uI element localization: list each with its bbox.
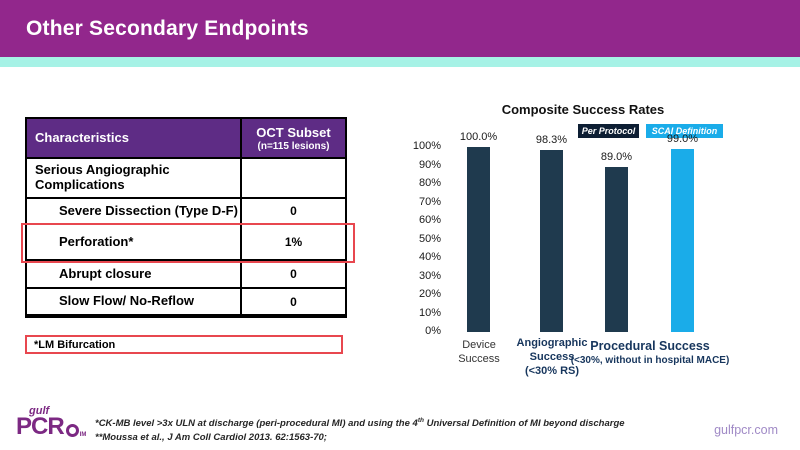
lm-bifurcation-note: *LM Bifurcation bbox=[34, 338, 116, 351]
x-axis-label-line: (<30%, without in hospital MACE) bbox=[570, 354, 730, 366]
y-axis-tick-label: 50% bbox=[418, 232, 441, 245]
chart-title: Composite Success Rates bbox=[501, 102, 665, 117]
legend-item: Per Protocol bbox=[578, 124, 639, 138]
y-axis-tick-label: 60% bbox=[418, 214, 441, 226]
bar bbox=[467, 147, 490, 332]
row-value: 0 bbox=[240, 261, 345, 287]
y-axis-tick-label: 100% bbox=[412, 140, 441, 152]
row-value: 0 bbox=[240, 199, 345, 223]
y-axis-tick-label: 80% bbox=[418, 177, 441, 189]
x-axis-label: Procedural Success (<30%, without in hosp… bbox=[534, 339, 766, 367]
teal-divider bbox=[0, 57, 800, 67]
row-value bbox=[240, 159, 345, 197]
x-axis-label-line: Success bbox=[529, 350, 575, 363]
x-axis-label-line: Success bbox=[458, 352, 500, 365]
bar-value-label: 100.0% bbox=[459, 131, 498, 143]
table-row-highlighted: Perforation* 1% bbox=[27, 225, 345, 261]
x-axis-label-line: Procedural Success bbox=[590, 339, 710, 353]
row-label: Serious Angiographic Complications bbox=[35, 162, 170, 192]
row-label: Severe Dissection (Type D-F) bbox=[59, 202, 238, 218]
x-axis-label: Device Success bbox=[433, 339, 525, 367]
x-axis-label-line: Angiographic bbox=[516, 337, 588, 349]
website-link: gulfpcr.com bbox=[714, 423, 778, 437]
footnote-line-2: **Moussa et al., J Am Coll Cardiol 2013.… bbox=[95, 431, 327, 443]
complications-table: Characteristics OCT Subset (n=115 lesion… bbox=[21, 117, 355, 318]
bar-value-label: 89.0% bbox=[600, 151, 633, 164]
y-axis-tick-label: 70% bbox=[418, 195, 441, 208]
y-axis-tick-label: 30% bbox=[418, 269, 441, 282]
bar bbox=[540, 150, 563, 332]
logo-pcr-text: PCR bbox=[16, 413, 65, 440]
bar-value-label: 98.3% bbox=[535, 134, 568, 147]
composite-success-chart: Composite Success Rates Per Protocol SCAI… bbox=[393, 98, 795, 398]
y-axis-tick-label: 40% bbox=[418, 251, 441, 263]
row-label: Perforation* bbox=[59, 233, 134, 249]
row-label: Abrupt closure bbox=[59, 265, 152, 281]
x-axis-label: Angiographic Success (<30% RS) bbox=[496, 337, 608, 378]
row-value: 0 bbox=[240, 289, 345, 314]
table-row: Slow Flow/ No-Reflow 0 bbox=[27, 289, 345, 316]
footnotes: *CK-MB level >3x ULN at discharge (peri-… bbox=[95, 416, 675, 445]
bar bbox=[605, 167, 628, 332]
bar bbox=[671, 148, 694, 332]
table-header-characteristics: Characteristics bbox=[35, 129, 129, 145]
gulf-pcr-logo: gulf PCR IM bbox=[16, 405, 91, 440]
table-header-oct-subset-n: (n=115 lesions) bbox=[257, 140, 330, 152]
legend-item: SCAI Definition bbox=[646, 124, 723, 138]
footnote-line-1: *CK-MB level >3x ULN at discharge (peri-… bbox=[95, 417, 625, 430]
row-value: 1% bbox=[240, 225, 345, 259]
x-axis-label-line: (<30% RS) bbox=[524, 364, 580, 377]
y-axis-tick-label: 20% bbox=[418, 288, 441, 300]
bar-value-label: 99.0% bbox=[666, 132, 699, 145]
y-axis-tick-label: 0% bbox=[425, 325, 441, 337]
logo-im-text: IM bbox=[79, 432, 87, 438]
table-row: Severe Dissection (Type D-F) 0 bbox=[27, 199, 345, 225]
lm-bifurcation-note-box: *LM Bifurcation bbox=[25, 335, 343, 354]
logo-gulf-text: gulf bbox=[29, 405, 50, 417]
y-axis-tick-label: 10% bbox=[418, 306, 441, 319]
table-row: Abrupt closure 0 bbox=[27, 261, 345, 289]
row-label: Slow Flow/ No-Reflow bbox=[59, 293, 195, 309]
table-header-oct-subset-title: OCT Subset bbox=[256, 124, 331, 140]
x-axis-label-line: Device bbox=[462, 339, 496, 351]
table-header-row: Characteristics OCT Subset (n=115 lesion… bbox=[27, 119, 345, 159]
table-header-oct-subset: OCT Subset (n=115 lesions) bbox=[240, 119, 345, 157]
logo-circle-icon bbox=[65, 424, 79, 437]
y-axis-tick-label: 90% bbox=[418, 158, 441, 171]
table-row: Serious Angiographic Complications bbox=[27, 159, 345, 199]
title-banner: Other Secondary Endpoints bbox=[0, 0, 800, 57]
page-title: Other Secondary Endpoints bbox=[26, 16, 309, 40]
